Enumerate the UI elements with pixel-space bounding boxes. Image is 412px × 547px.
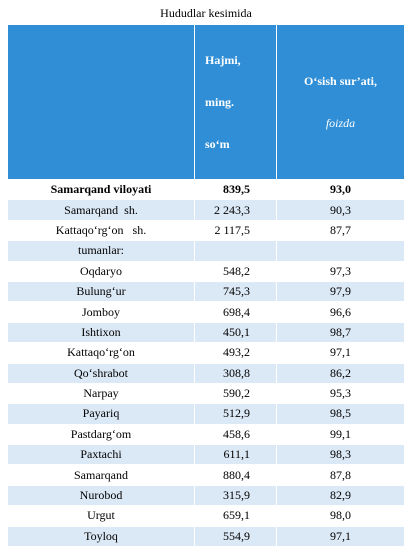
cell: 99,1: [276, 423, 405, 446]
row: tumanlar:: [7, 240, 405, 262]
cell: 554,9: [194, 525, 277, 547]
cell: 98,3: [276, 444, 405, 466]
table-body: Hajmi, ming. so‘m O‘sish sur’ati, foizda…: [7, 24, 405, 547]
cell: 82,9: [276, 484, 405, 507]
cell: 839,5: [194, 178, 277, 201]
header-cell: Hajmi, ming. so‘m: [194, 24, 277, 180]
cell: 512,9: [194, 403, 277, 425]
row: Urgut 659,1 98,0: [7, 505, 405, 527]
cell: 590,2: [194, 382, 277, 405]
cell: 87,7: [276, 219, 405, 242]
cell: 611,1: [194, 444, 277, 466]
cell: 315,9: [194, 484, 277, 507]
cell: 2 243,3: [194, 199, 277, 221]
row: Nurobod 315,9 82,9: [7, 484, 405, 507]
cell: Bulung‘ur: [7, 280, 195, 303]
cell: 548,2: [194, 260, 277, 282]
row: Kattaqo‘rg‘on 493,2 97,1: [7, 342, 405, 364]
cell: Paxtachi: [7, 444, 195, 466]
cell: Samarqand viloyati: [7, 178, 195, 201]
total-row: Samarqand viloyati 839,5 93,0: [7, 178, 405, 201]
cell: 95,3: [276, 382, 405, 405]
cell: 98,7: [276, 321, 405, 344]
cell: 698,4: [194, 301, 277, 323]
cell: 880,4: [194, 464, 277, 486]
row: Toyloq 554,9 97,1: [7, 525, 405, 547]
cell: Samarqand: [7, 464, 195, 486]
cell: 97,1: [276, 342, 405, 364]
cell: Samarqand sh.: [7, 199, 195, 221]
cell: 97,1: [276, 525, 405, 547]
cell: 87,8: [276, 464, 405, 486]
cell: Kattaqo‘rg‘on sh.: [7, 219, 195, 242]
header-line: O‘sish sur’ati,: [304, 74, 377, 88]
cell: 96,6: [276, 301, 405, 323]
cell: 97,3: [276, 260, 405, 282]
header-line: Hajmi,: [205, 53, 241, 67]
table: Hajmi, ming. so‘m O‘sish sur’ati, foizda…: [7, 24, 405, 547]
cell: 98,0: [276, 505, 405, 527]
cell: Ishtixon: [7, 321, 195, 344]
header-row: Hajmi, ming. so‘m O‘sish sur’ati, foizda: [7, 24, 405, 180]
header-line: so‘m: [205, 137, 230, 151]
cell: 98,5: [276, 403, 405, 425]
cell: Kattaqo‘rg‘on: [7, 342, 195, 364]
cell: 745,3: [194, 280, 277, 303]
cell: 458,6: [194, 423, 277, 446]
page: Hududlar kesimida Hajmi, ming. so‘m O‘si…: [7, 6, 405, 547]
row: Payariq 512,9 98,5: [7, 403, 405, 425]
row: Samarqand sh. 2 243,3 90,3: [7, 199, 405, 221]
cell: Oqdaryo: [7, 260, 195, 282]
cell: Nurobod: [7, 484, 195, 507]
cell: 93,0: [276, 178, 405, 201]
row: Kattaqo‘rg‘on sh. 2 117,5 87,7: [7, 219, 405, 242]
cell: Pastdarg‘om: [7, 423, 195, 446]
row: Oqdaryo 548,2 97,3: [7, 260, 405, 282]
header-cell: O‘sish sur’ati, foizda: [276, 24, 405, 180]
row: Paxtachi 611,1 98,3: [7, 444, 405, 466]
cell: [276, 240, 405, 262]
cell: 90,3: [276, 199, 405, 221]
row: Bulung‘ur 745,3 97,9: [7, 280, 405, 303]
cell: Qo‘shrabot: [7, 362, 195, 384]
row: Samarqand 880,4 87,8: [7, 464, 405, 486]
cell: Urgut: [7, 505, 195, 527]
row: Qo‘shrabot 308,8 86,2: [7, 362, 405, 384]
cell: tumanlar:: [7, 240, 195, 262]
cell: Toyloq: [7, 525, 195, 547]
cell: 86,2: [276, 362, 405, 384]
header-line: foizda: [325, 116, 356, 130]
cell: Jomboy: [7, 301, 195, 323]
header-cell: [7, 24, 195, 180]
cell: [194, 240, 277, 262]
cell: Payariq: [7, 403, 195, 425]
cell: 97,9: [276, 280, 405, 303]
cell: 2 117,5: [194, 219, 277, 242]
row: Narpay 590,2 95,3: [7, 382, 405, 405]
row: Pastdarg‘om 458,6 99,1: [7, 423, 405, 446]
cell: Narpay: [7, 382, 195, 405]
cell: 450,1: [194, 321, 277, 344]
row: Ishtixon 450,1 98,7: [7, 321, 405, 344]
table-title: Hududlar kesimida: [160, 6, 252, 20]
cell: 493,2: [194, 342, 277, 364]
header-line: ming.: [205, 95, 235, 109]
cell: 659,1: [194, 505, 277, 527]
row: Jomboy 698,4 96,6: [7, 301, 405, 323]
cell: 308,8: [194, 362, 277, 384]
